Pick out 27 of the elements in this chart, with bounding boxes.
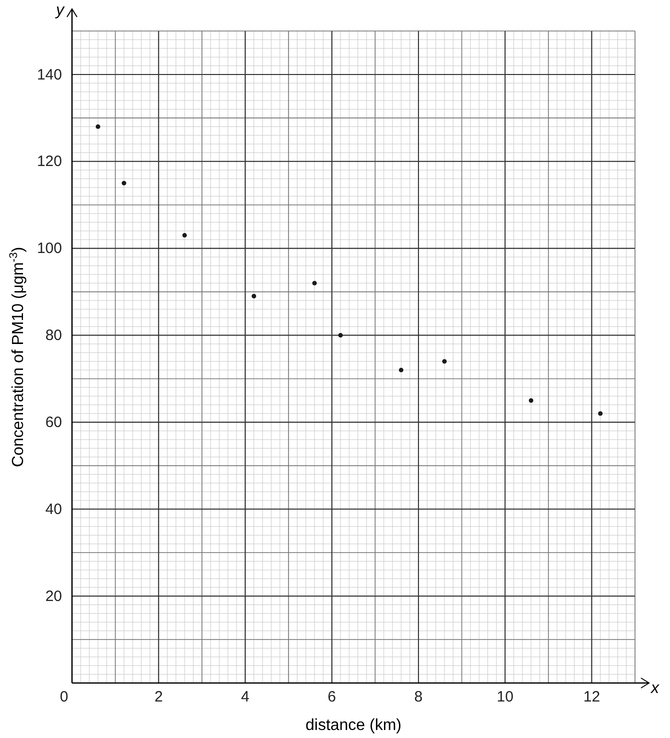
y-tick-label: 40 [45,500,62,518]
x-tick-label: 0 [60,688,68,706]
text: x [650,680,660,697]
point [312,280,317,286]
y-tick-label: 100 [36,240,62,258]
y-tick-label: 120 [36,153,62,170]
x-tick-label: 2 [154,688,163,706]
text: y [55,2,65,19]
point [598,411,603,416]
point [398,368,404,372]
y-tick-label: 140 [36,66,62,84]
x-tick-label: 6 [328,688,336,706]
point [122,180,126,186]
x-tick-label: 4 [241,688,250,706]
point [338,333,343,338]
x-tick-label: 8 [414,688,423,706]
y-tick-label: 60 [45,414,62,431]
point [96,124,100,129]
x-axis-title: distance (km) [305,717,402,734]
point [528,398,534,403]
y-tick-label: 20 [45,588,62,605]
x-tick-label: 12 [583,688,600,706]
x-tick-label: 10 [496,688,514,706]
point [252,294,256,298]
point [182,233,187,238]
point [442,359,447,364]
y-tick-label: 80 [45,327,62,344]
